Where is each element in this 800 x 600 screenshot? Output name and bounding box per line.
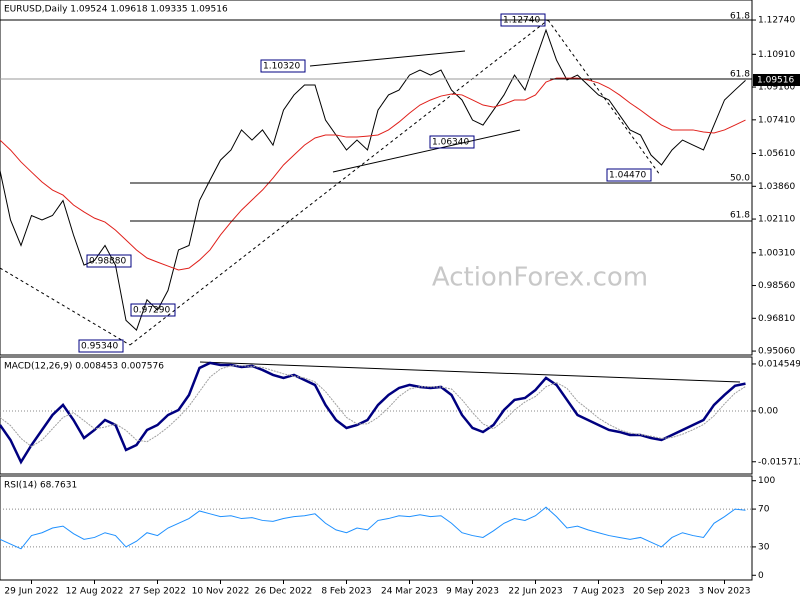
- price-panel: [0, 0, 753, 356]
- annotation-box: [86, 254, 132, 268]
- annotation-box: [500, 13, 546, 27]
- rsi-title: RSI(14) 68.7631: [4, 481, 77, 491]
- y-tick-label: 1.00310: [758, 248, 795, 258]
- y-tick-label: 0: [758, 571, 764, 581]
- y-tick-label: 30: [758, 542, 770, 552]
- y-tick-label: 0.014549: [758, 359, 800, 369]
- annotation-box: [130, 303, 176, 317]
- annotation: 1.04470: [609, 171, 646, 181]
- fib-label: 50.0: [730, 174, 750, 184]
- annotation-box: [260, 59, 306, 73]
- annotation: 1.10320: [263, 62, 300, 72]
- x-tick-label: 12 Aug 2022: [66, 587, 124, 597]
- y-tick-label: 1.03860: [758, 182, 795, 192]
- annotation: 1.12740: [503, 16, 540, 26]
- chart-title: EURUSD,Daily 1.09524 1.09618 1.09335 1.0…: [4, 5, 228, 15]
- x-tick-label: 24 Mar 2023: [381, 587, 438, 597]
- last-price-box: [753, 74, 800, 86]
- x-tick-label: 27 Sep 2022: [129, 587, 186, 597]
- trendline: [547, 19, 661, 176]
- y-tick-label: 1.05610: [758, 149, 795, 159]
- trendline: [309, 50, 466, 67]
- y-tick-label: 0.95060: [758, 347, 795, 357]
- x-tick-label: 29 Jun 2022: [4, 587, 58, 597]
- annotation: 0.98880: [89, 257, 126, 267]
- watermark: ActionForex.com: [432, 263, 648, 293]
- annotation: 0.97290: [133, 306, 170, 316]
- series-line: [0, 361, 746, 465]
- x-tick-label: 22 Jun 2023: [508, 587, 562, 597]
- y-tick-label: 0.00: [758, 406, 778, 416]
- trendline: [332, 129, 521, 173]
- y-tick-label: -0.015712: [758, 457, 800, 467]
- x-tick-label: 10 Nov 2022: [192, 587, 250, 597]
- x-tick-label: 7 Aug 2023: [573, 587, 625, 597]
- y-tick-label: 1.07410: [758, 115, 795, 125]
- rsi-panel: [0, 475, 753, 581]
- y-tick-label: 70: [758, 505, 770, 515]
- x-tick-label: 8 Feb 2023: [321, 587, 371, 597]
- y-tick-label: 1.02110: [758, 215, 795, 225]
- trendline: [199, 361, 741, 383]
- last-price-label: 1.09516: [757, 76, 794, 86]
- fib-label: 61.8: [730, 211, 750, 221]
- y-tick-label: 100: [758, 476, 775, 486]
- macd-panel: [0, 356, 753, 475]
- fib-label: 61.8: [730, 12, 750, 22]
- series-line: [0, 77, 746, 271]
- annotation: 0.95340: [81, 342, 118, 352]
- annotation-box: [606, 168, 652, 182]
- macd-title: MACD(12,26,9) 0.008453 0.007576: [4, 362, 164, 372]
- x-tick-label: 3 Nov 2023: [699, 587, 751, 597]
- x-tick-label: 9 May 2023: [446, 587, 499, 597]
- annotation-box: [78, 339, 124, 353]
- x-tick-label: 20 Sep 2023: [633, 587, 690, 597]
- y-tick-label: 0.98560: [758, 281, 795, 291]
- y-tick-label: 1.10910: [758, 50, 795, 60]
- trendline: [0, 267, 131, 346]
- x-tick-label: 26 Dec 2022: [255, 587, 313, 597]
- series-line: [0, 506, 746, 550]
- y-tick-label: 1.09160: [758, 83, 795, 93]
- series-line: [0, 365, 746, 448]
- annotation: 1.06340: [432, 138, 469, 148]
- series-line: [0, 28, 746, 331]
- y-tick-label: 1.12740: [758, 16, 795, 26]
- fib-label: 61.8: [730, 70, 750, 80]
- y-tick-label: 0.96810: [758, 314, 795, 324]
- annotation-box: [429, 135, 475, 149]
